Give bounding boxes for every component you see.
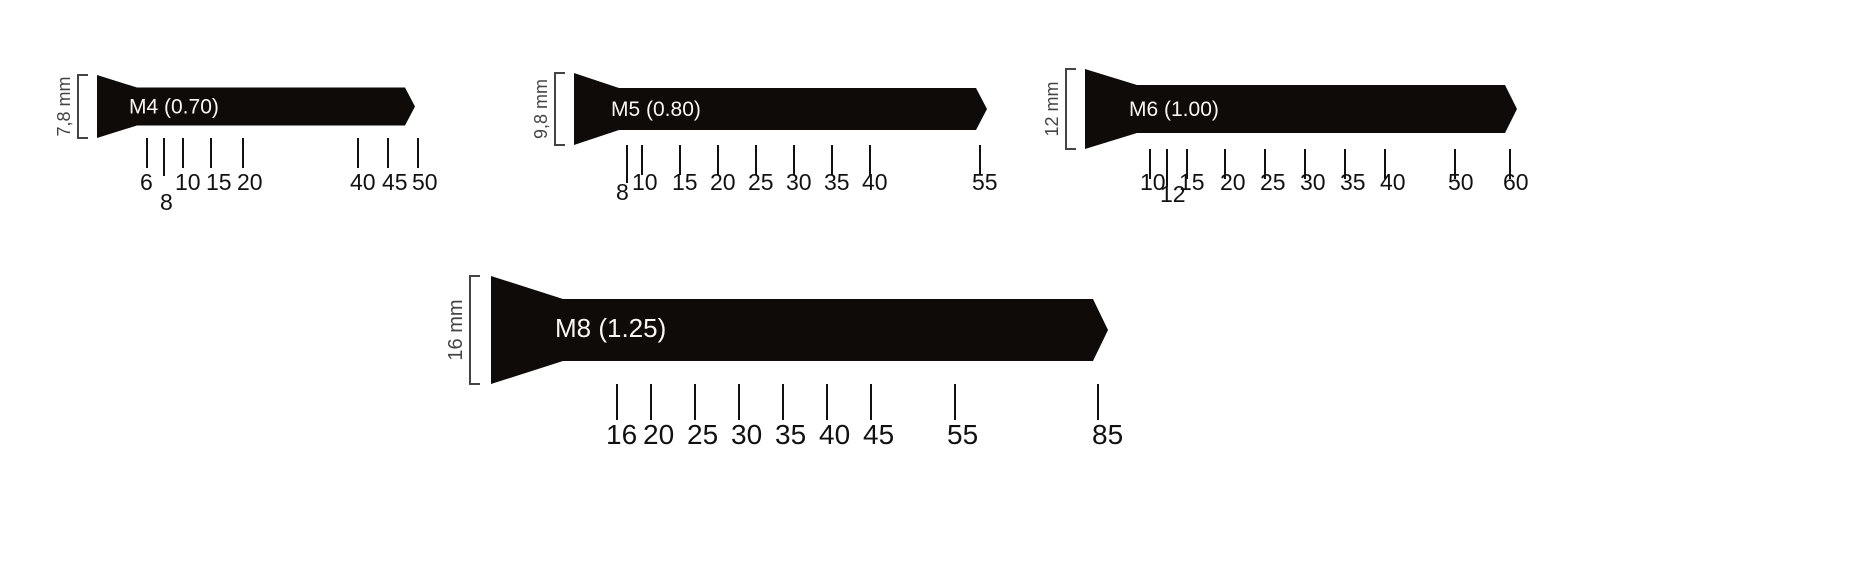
tick-label-m4-20: 20: [237, 169, 263, 195]
tick-label-m5-40: 40: [862, 169, 888, 195]
screw-m6: M6 (1.00)12 mm10121520253035405060: [1042, 69, 1529, 207]
screw-m8: M8 (1.25) 16 mm 1620 25 30 35 40 45 55 85: [445, 276, 1123, 450]
tick-label-m8-35: 35: [775, 419, 806, 450]
tick-label-m5-30: 30: [786, 169, 812, 195]
tick-label-m4-10: 10: [175, 169, 201, 195]
height-bracket-m4: [78, 75, 88, 138]
tick-label-m5-55: 55: [972, 169, 998, 195]
head-height-label-m5: 9,8 mm: [531, 79, 551, 139]
head-height-label-m4: 7,8 mm: [54, 76, 74, 136]
tick-label-m5-35: 35: [824, 169, 850, 195]
head-height-label-m6: 12 mm: [1042, 81, 1062, 136]
tick-label-m4-8: 8: [160, 189, 173, 215]
tick-label-m6-20: 20: [1220, 169, 1246, 195]
screw-label-m8: M8 (1.25): [555, 313, 666, 343]
height-bracket-m8: [470, 276, 480, 384]
tick-label-m6-25: 25: [1260, 169, 1286, 195]
tick-label-m4-6: 6: [140, 169, 153, 195]
tick-label-m8-85: 85: [1092, 419, 1123, 450]
head-height-label-m8: 16 mm: [445, 299, 467, 360]
tick-label-m5-20: 20: [710, 169, 736, 195]
tick-label-m4-40: 40: [350, 169, 376, 195]
tick-label-m5-25: 25: [748, 169, 774, 195]
tick-label-m6-60: 60: [1503, 169, 1529, 195]
tick-label-m8-55: 55: [947, 419, 978, 450]
tick-label-m4-50: 50: [412, 169, 438, 195]
screw-m5: M5 (0.80) 9,8 mm 810 15 20 25 30 35 40 55: [531, 73, 998, 205]
tick-label-m5-8: 8: [616, 179, 629, 205]
screw-size-diagram: M4 (0.70)7,8 mm68101520404550M5 (0.80)9,…: [0, 0, 1863, 567]
tick-label-m8-16: 16: [606, 419, 637, 450]
screw-label-m4: M4 (0.70): [129, 96, 219, 119]
tick-label-m8-30: 30: [731, 419, 762, 450]
tick-label-m4-45: 45: [382, 169, 408, 195]
tick-label-m6-50: 50: [1448, 169, 1474, 195]
tick-label-m5-10: 10: [632, 169, 658, 195]
tick-label-m8-45: 45: [863, 419, 894, 450]
screw-label-m6: M6 (1.00): [1129, 98, 1219, 121]
tick-label-m6-35: 35: [1340, 169, 1366, 195]
screw-m4: M4 (0.70) 7,8 mm 68101520 404550: [54, 75, 438, 215]
screw-label-m5: M5 (0.80): [611, 98, 701, 121]
tick-label-m6-30: 30: [1300, 169, 1326, 195]
height-bracket-m6: [1066, 69, 1076, 149]
tick-label-m5-15: 15: [672, 169, 698, 195]
tick-label-m8-40: 40: [819, 419, 850, 450]
tick-label-m6-15: 15: [1179, 169, 1205, 195]
tick-label-m8-20: 20: [643, 419, 674, 450]
tick-label-m6-40: 40: [1380, 169, 1406, 195]
tick-label-m8-25: 25: [687, 419, 718, 450]
tick-label-m4-15: 15: [206, 169, 232, 195]
height-bracket-m5: [555, 73, 565, 145]
